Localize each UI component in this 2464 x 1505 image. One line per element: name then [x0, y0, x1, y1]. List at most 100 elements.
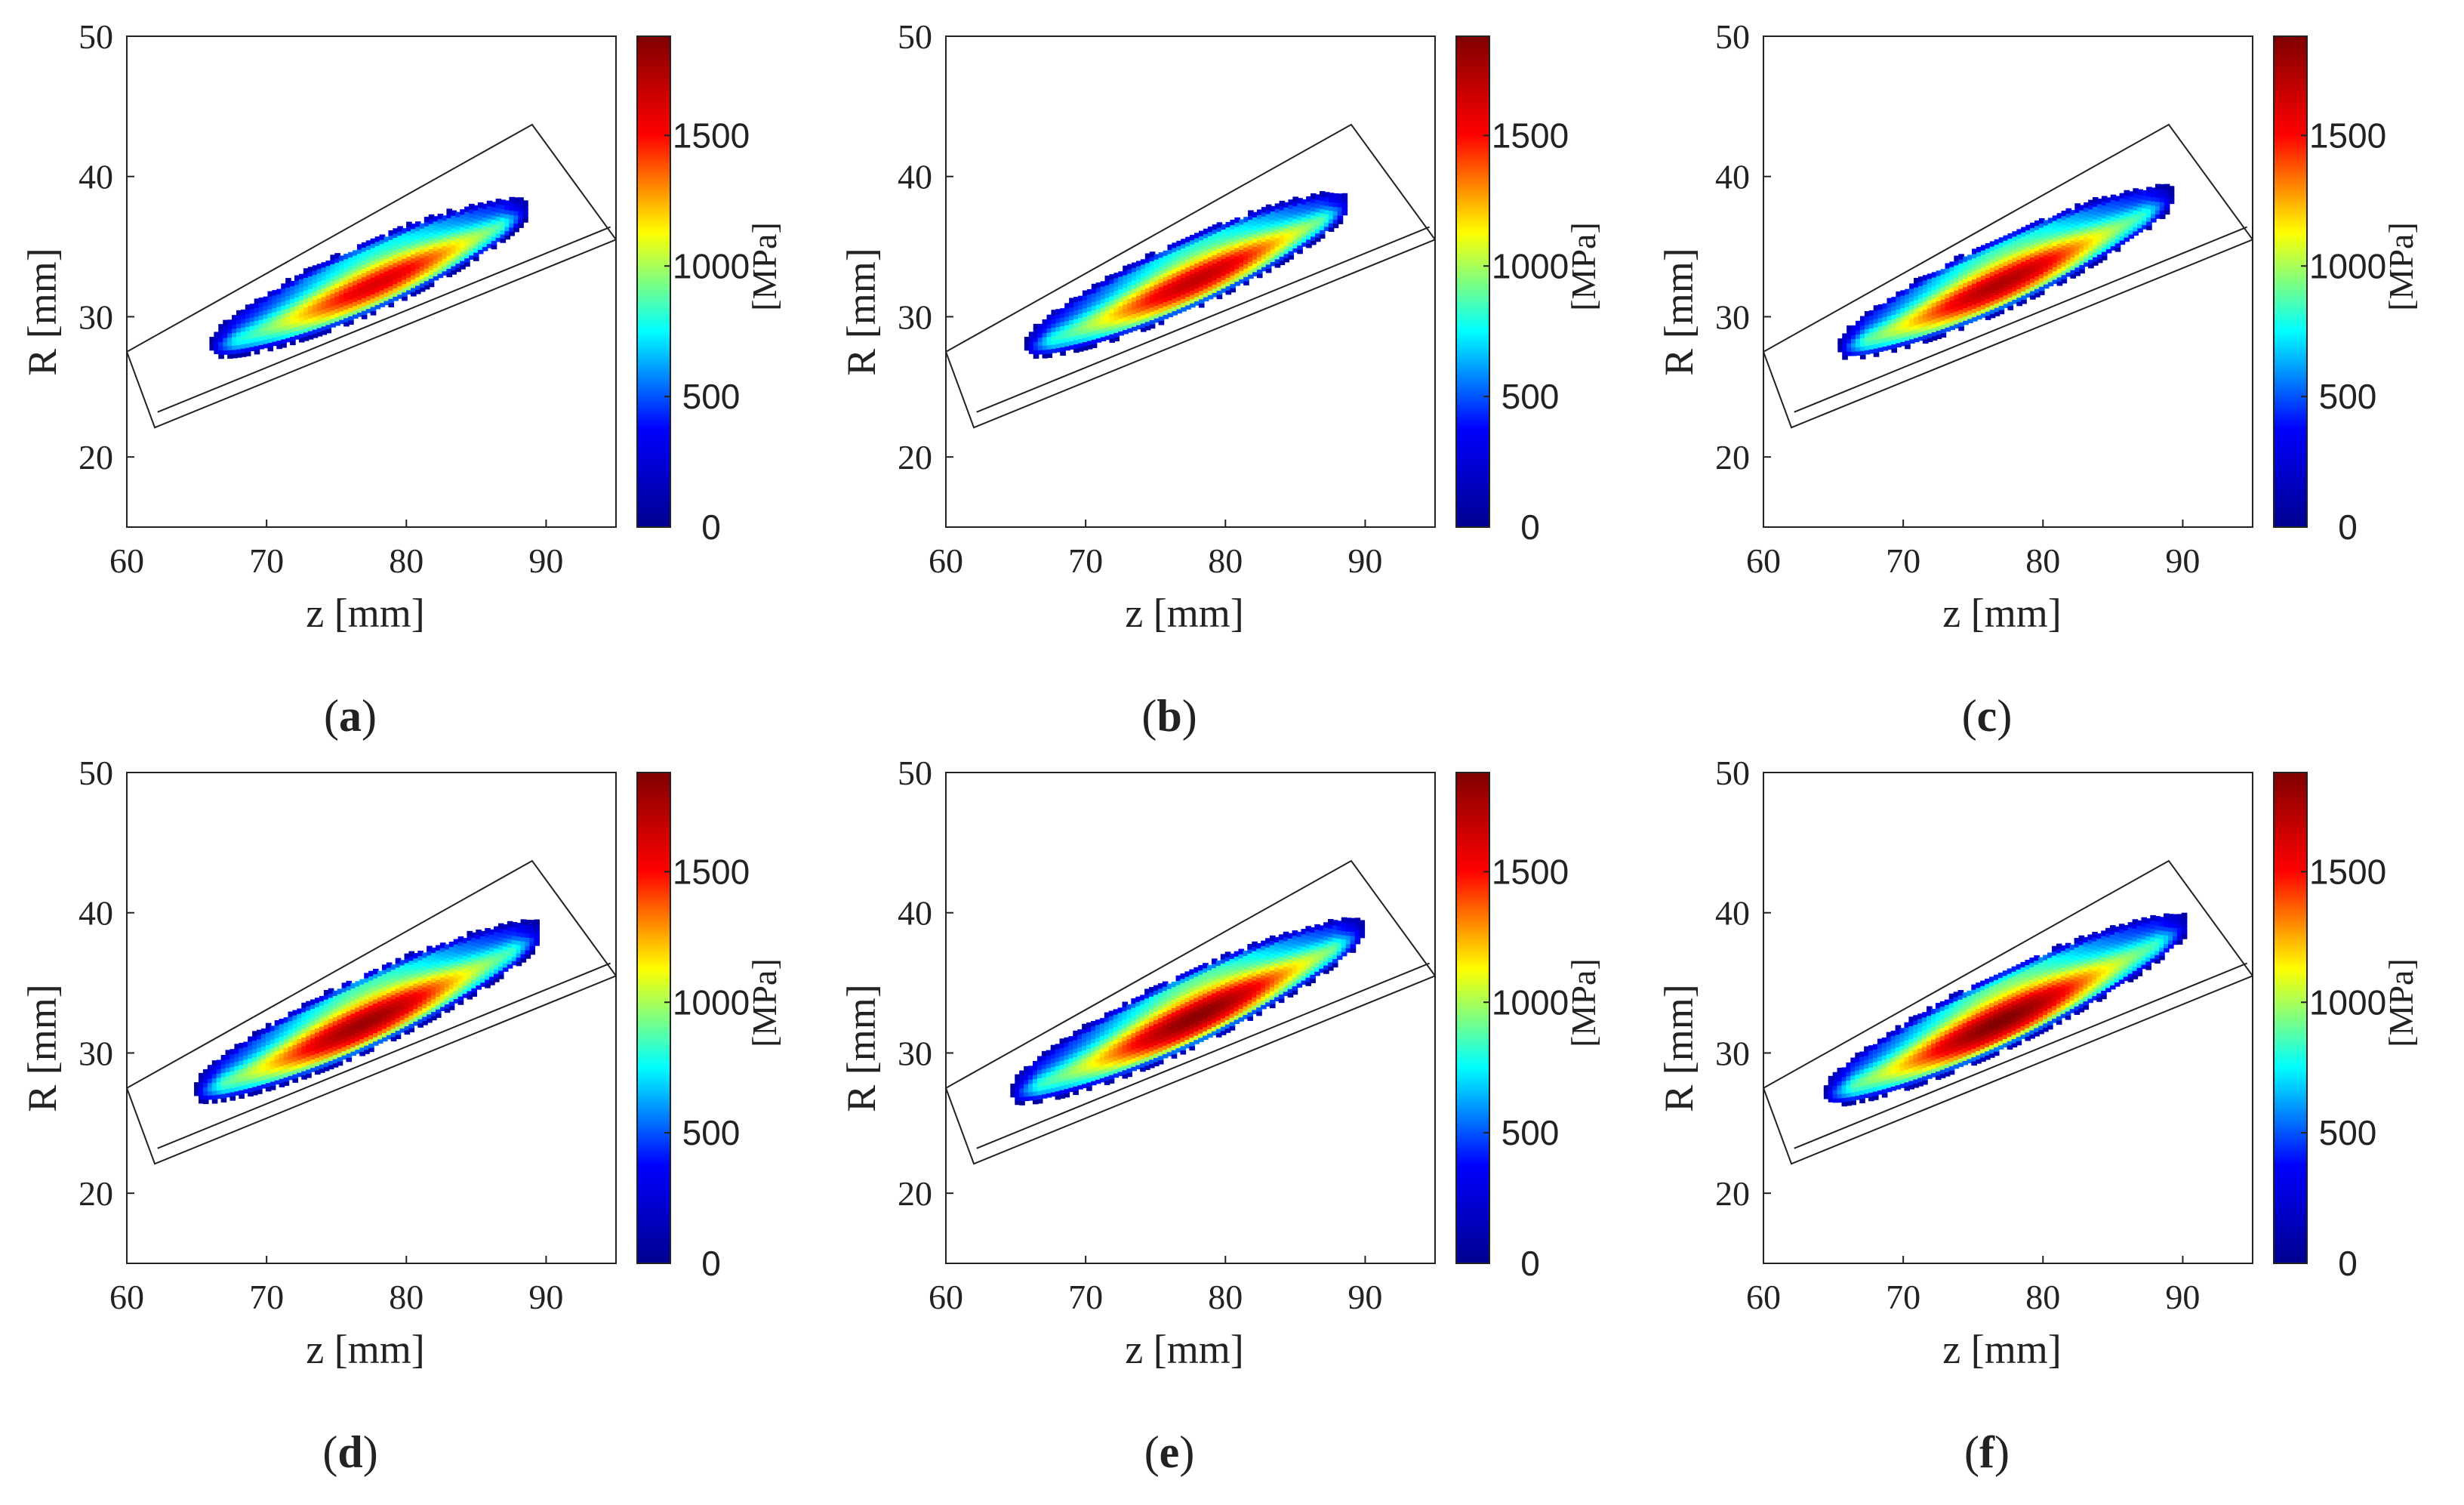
stress-cell [2007, 254, 2014, 260]
stress-cell [2043, 254, 2050, 260]
stress-cell [2047, 268, 2054, 274]
stress-cell [1341, 210, 1348, 216]
stress-cell [365, 278, 372, 284]
stress-cell [482, 216, 488, 222]
stress-cell [1837, 338, 1843, 344]
stress-cell [2137, 189, 2143, 195]
stress-cell [1211, 1017, 1218, 1023]
stress-cell [364, 1044, 370, 1050]
stress-cell [2110, 245, 2117, 251]
stress-cell [2074, 233, 2081, 239]
stress-cell [218, 349, 224, 355]
stress-cell [473, 247, 479, 253]
stress-cell [315, 1001, 321, 1007]
stress-cell [225, 1062, 232, 1069]
stress-cell [359, 987, 365, 993]
stress-cell [381, 1019, 388, 1025]
stress-cell [448, 988, 455, 994]
stress-cell [1149, 306, 1156, 312]
stress-cell [1127, 319, 1133, 325]
stress-cell [1945, 305, 1951, 311]
stress-cell [1140, 271, 1147, 278]
stress-cell [439, 972, 446, 978]
stress-cell [1158, 294, 1165, 301]
stress-cell [1051, 335, 1058, 341]
stress-cell [1936, 274, 1942, 281]
stress-cell [489, 971, 495, 977]
stress-cell [1203, 1022, 1209, 1028]
stress-cell [1265, 246, 1272, 252]
stress-cell [2021, 269, 2027, 275]
stress-cell [428, 261, 435, 267]
stress-cell [2110, 215, 2117, 221]
stress-cell [2146, 224, 2152, 230]
stress-cell [232, 348, 238, 354]
stress-cell [292, 1064, 299, 1071]
stress-cell [1099, 1039, 1106, 1045]
stress-cell [1162, 1053, 1169, 1059]
stress-cell [274, 1024, 281, 1030]
stress-cell [485, 932, 491, 938]
stress-cell [1068, 1086, 1074, 1093]
stress-cell [1230, 248, 1237, 255]
stress-cell [2154, 213, 2161, 219]
stress-cell [2047, 230, 2054, 236]
stress-cell [328, 1022, 334, 1028]
stress-cell [442, 248, 448, 255]
stress-cell [254, 298, 260, 304]
stress-cell [414, 233, 421, 240]
stress-cell [1032, 1081, 1039, 1088]
stress-cell [356, 277, 363, 284]
stress-cell [306, 1068, 312, 1074]
stress-cell [1203, 254, 1209, 260]
stress-cell [1239, 248, 1245, 254]
stress-cell [2159, 188, 2166, 194]
stress-cell [1994, 239, 2000, 245]
stress-cell [370, 238, 377, 244]
stress-cell [1940, 302, 1947, 308]
stress-cell [374, 278, 381, 285]
stress-cell [265, 1086, 272, 1092]
stress-cell [1301, 224, 1307, 230]
stress-cell [306, 1056, 312, 1062]
stress-cell [2142, 190, 2148, 196]
stress-cell [1149, 268, 1156, 274]
stress-cell [2101, 221, 2108, 227]
stress-cell [502, 966, 509, 972]
stress-cell [1225, 234, 1232, 240]
stress-cell [229, 1090, 236, 1097]
stress-cell [260, 1037, 267, 1043]
stress-cell [1166, 1013, 1173, 1019]
stress-cell [229, 1070, 236, 1076]
stress-cell [1221, 241, 1227, 247]
stress-cell [422, 1011, 428, 1017]
stress-cell [343, 300, 350, 306]
stress-cell [1891, 297, 1898, 303]
stress-cell [500, 216, 507, 222]
stress-cell [2079, 230, 2085, 236]
stress-cell [1050, 1087, 1057, 1093]
stress-cell [2084, 261, 2090, 267]
stress-cell [1140, 263, 1147, 270]
stress-cell [245, 329, 251, 335]
stress-cell [298, 303, 305, 309]
stress-cell [2124, 211, 2130, 217]
stress-cell [315, 1019, 321, 1025]
stress-cell [520, 927, 527, 933]
stress-cell [393, 295, 399, 301]
stress-cell [328, 996, 334, 1002]
stress-cell [1859, 324, 1866, 330]
stress-cell [1994, 298, 2000, 304]
stress-cell [307, 270, 314, 277]
stress-cell [1135, 1055, 1141, 1061]
stress-cell [346, 1035, 353, 1041]
stress-cell [1225, 230, 1232, 236]
stress-cell [399, 1019, 406, 1025]
stress-cell [388, 255, 395, 261]
stress-cell [1082, 316, 1089, 322]
stress-cell [1091, 1050, 1097, 1056]
stress-cell [414, 284, 421, 290]
stress-cell [516, 939, 522, 945]
stress-cell [1332, 218, 1339, 224]
stress-cell [1122, 1047, 1129, 1054]
